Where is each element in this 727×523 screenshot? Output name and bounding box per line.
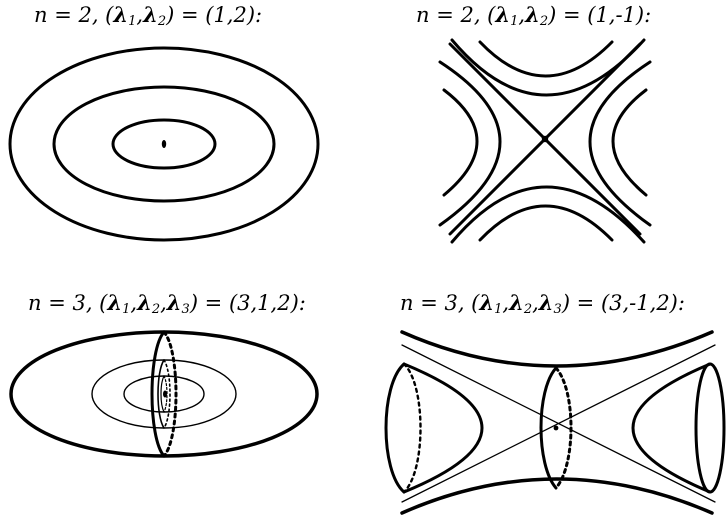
lambda-1: λ — [479, 290, 495, 315]
panel-title-ellipse-2d: n = 2, (λ1,λ2) = (1,2): — [34, 4, 262, 28]
lambda-1: λ — [113, 2, 129, 27]
outer-ellipse — [8, 46, 320, 242]
lambda-1: λ — [107, 290, 123, 315]
left-sheet-rim-front — [384, 362, 406, 494]
hyperboloid-panel — [384, 330, 726, 515]
separator: , — [130, 291, 138, 315]
right-sheet-outline — [631, 362, 712, 494]
saddle-point — [541, 135, 549, 143]
lambda-3: λ — [538, 290, 554, 315]
hyperbola-bottom-inner — [478, 204, 614, 242]
title-suffix: ) = (1,-1): — [548, 3, 652, 27]
inner-cross-section-front — [160, 375, 165, 413]
title-suffix: ) = (1,2): — [166, 3, 263, 27]
middle-cross-section-front — [157, 359, 165, 429]
ellipse-panel — [8, 46, 320, 242]
subscript-1: 1 — [494, 302, 503, 317]
separator: , — [532, 291, 539, 315]
center-point — [161, 140, 167, 148]
hyperbola-bottom-outer — [450, 185, 646, 244]
hyperbola-right-inner — [611, 88, 648, 197]
subscript-1: 1 — [128, 14, 137, 29]
panel-title-hyperbola-2d: n = 2, (λ1,λ2) = (1,-1): — [416, 4, 651, 28]
waist-section-back — [554, 366, 573, 490]
hyperbola-panel — [438, 38, 652, 244]
lambda-2: λ — [143, 2, 158, 27]
hyperbola-left-outer — [438, 60, 502, 227]
separator: , — [502, 291, 510, 315]
inner-ellipse — [111, 118, 217, 170]
cone-asymptote-2 — [401, 344, 716, 503]
lambda-3: λ — [166, 290, 182, 315]
left-sheet-outline — [402, 362, 484, 494]
hyperbola-top-inner — [478, 40, 614, 78]
title-suffix: ) = (3,-1,2): — [561, 291, 685, 315]
left-sheet-rim-back — [402, 362, 422, 494]
subscript-3: 3 — [181, 302, 190, 317]
lambda-2: λ — [137, 290, 152, 315]
subscript-1: 1 — [510, 14, 519, 29]
outer-cross-section-back — [162, 330, 178, 458]
subscript-2: 2 — [523, 302, 533, 317]
middle-ellipse — [52, 85, 276, 203]
lambda-2: λ — [509, 290, 524, 315]
subscript-3: 3 — [553, 302, 562, 317]
title-prefix: n = 3, ( — [28, 291, 108, 315]
title-prefix: n = 2, ( — [416, 3, 496, 27]
separator: , — [518, 3, 526, 27]
panel-title-ellipsoid-3d: n = 3, (λ1,λ2,λ3) = (3,1,2): — [28, 292, 306, 316]
middle-cross-section-back — [163, 359, 171, 429]
lambda-1: λ — [495, 2, 511, 27]
separator: , — [160, 291, 167, 315]
hyperboloid-bottom-edge — [400, 477, 714, 515]
subscript-1: 1 — [122, 302, 131, 317]
subscript-2: 2 — [157, 14, 167, 29]
hyperbola-top-outer — [450, 38, 646, 97]
ellipsoid-panel — [9, 330, 319, 458]
subscript-2: 2 — [151, 302, 161, 317]
hyperbola-right-outer — [588, 60, 652, 227]
outer-cross-section-front — [150, 330, 166, 458]
title-prefix: n = 3, ( — [400, 291, 480, 315]
panel-title-hyperboloid-3d: n = 3, (λ1,λ2,λ3) = (3,-1,2): — [400, 292, 685, 316]
waist-section-front — [539, 366, 558, 490]
ellipsoid-center-point — [163, 390, 167, 398]
title-suffix: ) = (3,1,2): — [189, 291, 306, 315]
right-sheet-rim — [694, 362, 726, 494]
separator: , — [136, 3, 144, 27]
hyperboloid-top-edge — [400, 330, 714, 368]
title-prefix: n = 2, ( — [34, 3, 114, 27]
hyperboloid-center-point — [553, 425, 559, 431]
hyperbola-left-inner — [442, 88, 479, 197]
lambda-2: λ — [525, 2, 540, 27]
subscript-2: 2 — [539, 14, 549, 29]
